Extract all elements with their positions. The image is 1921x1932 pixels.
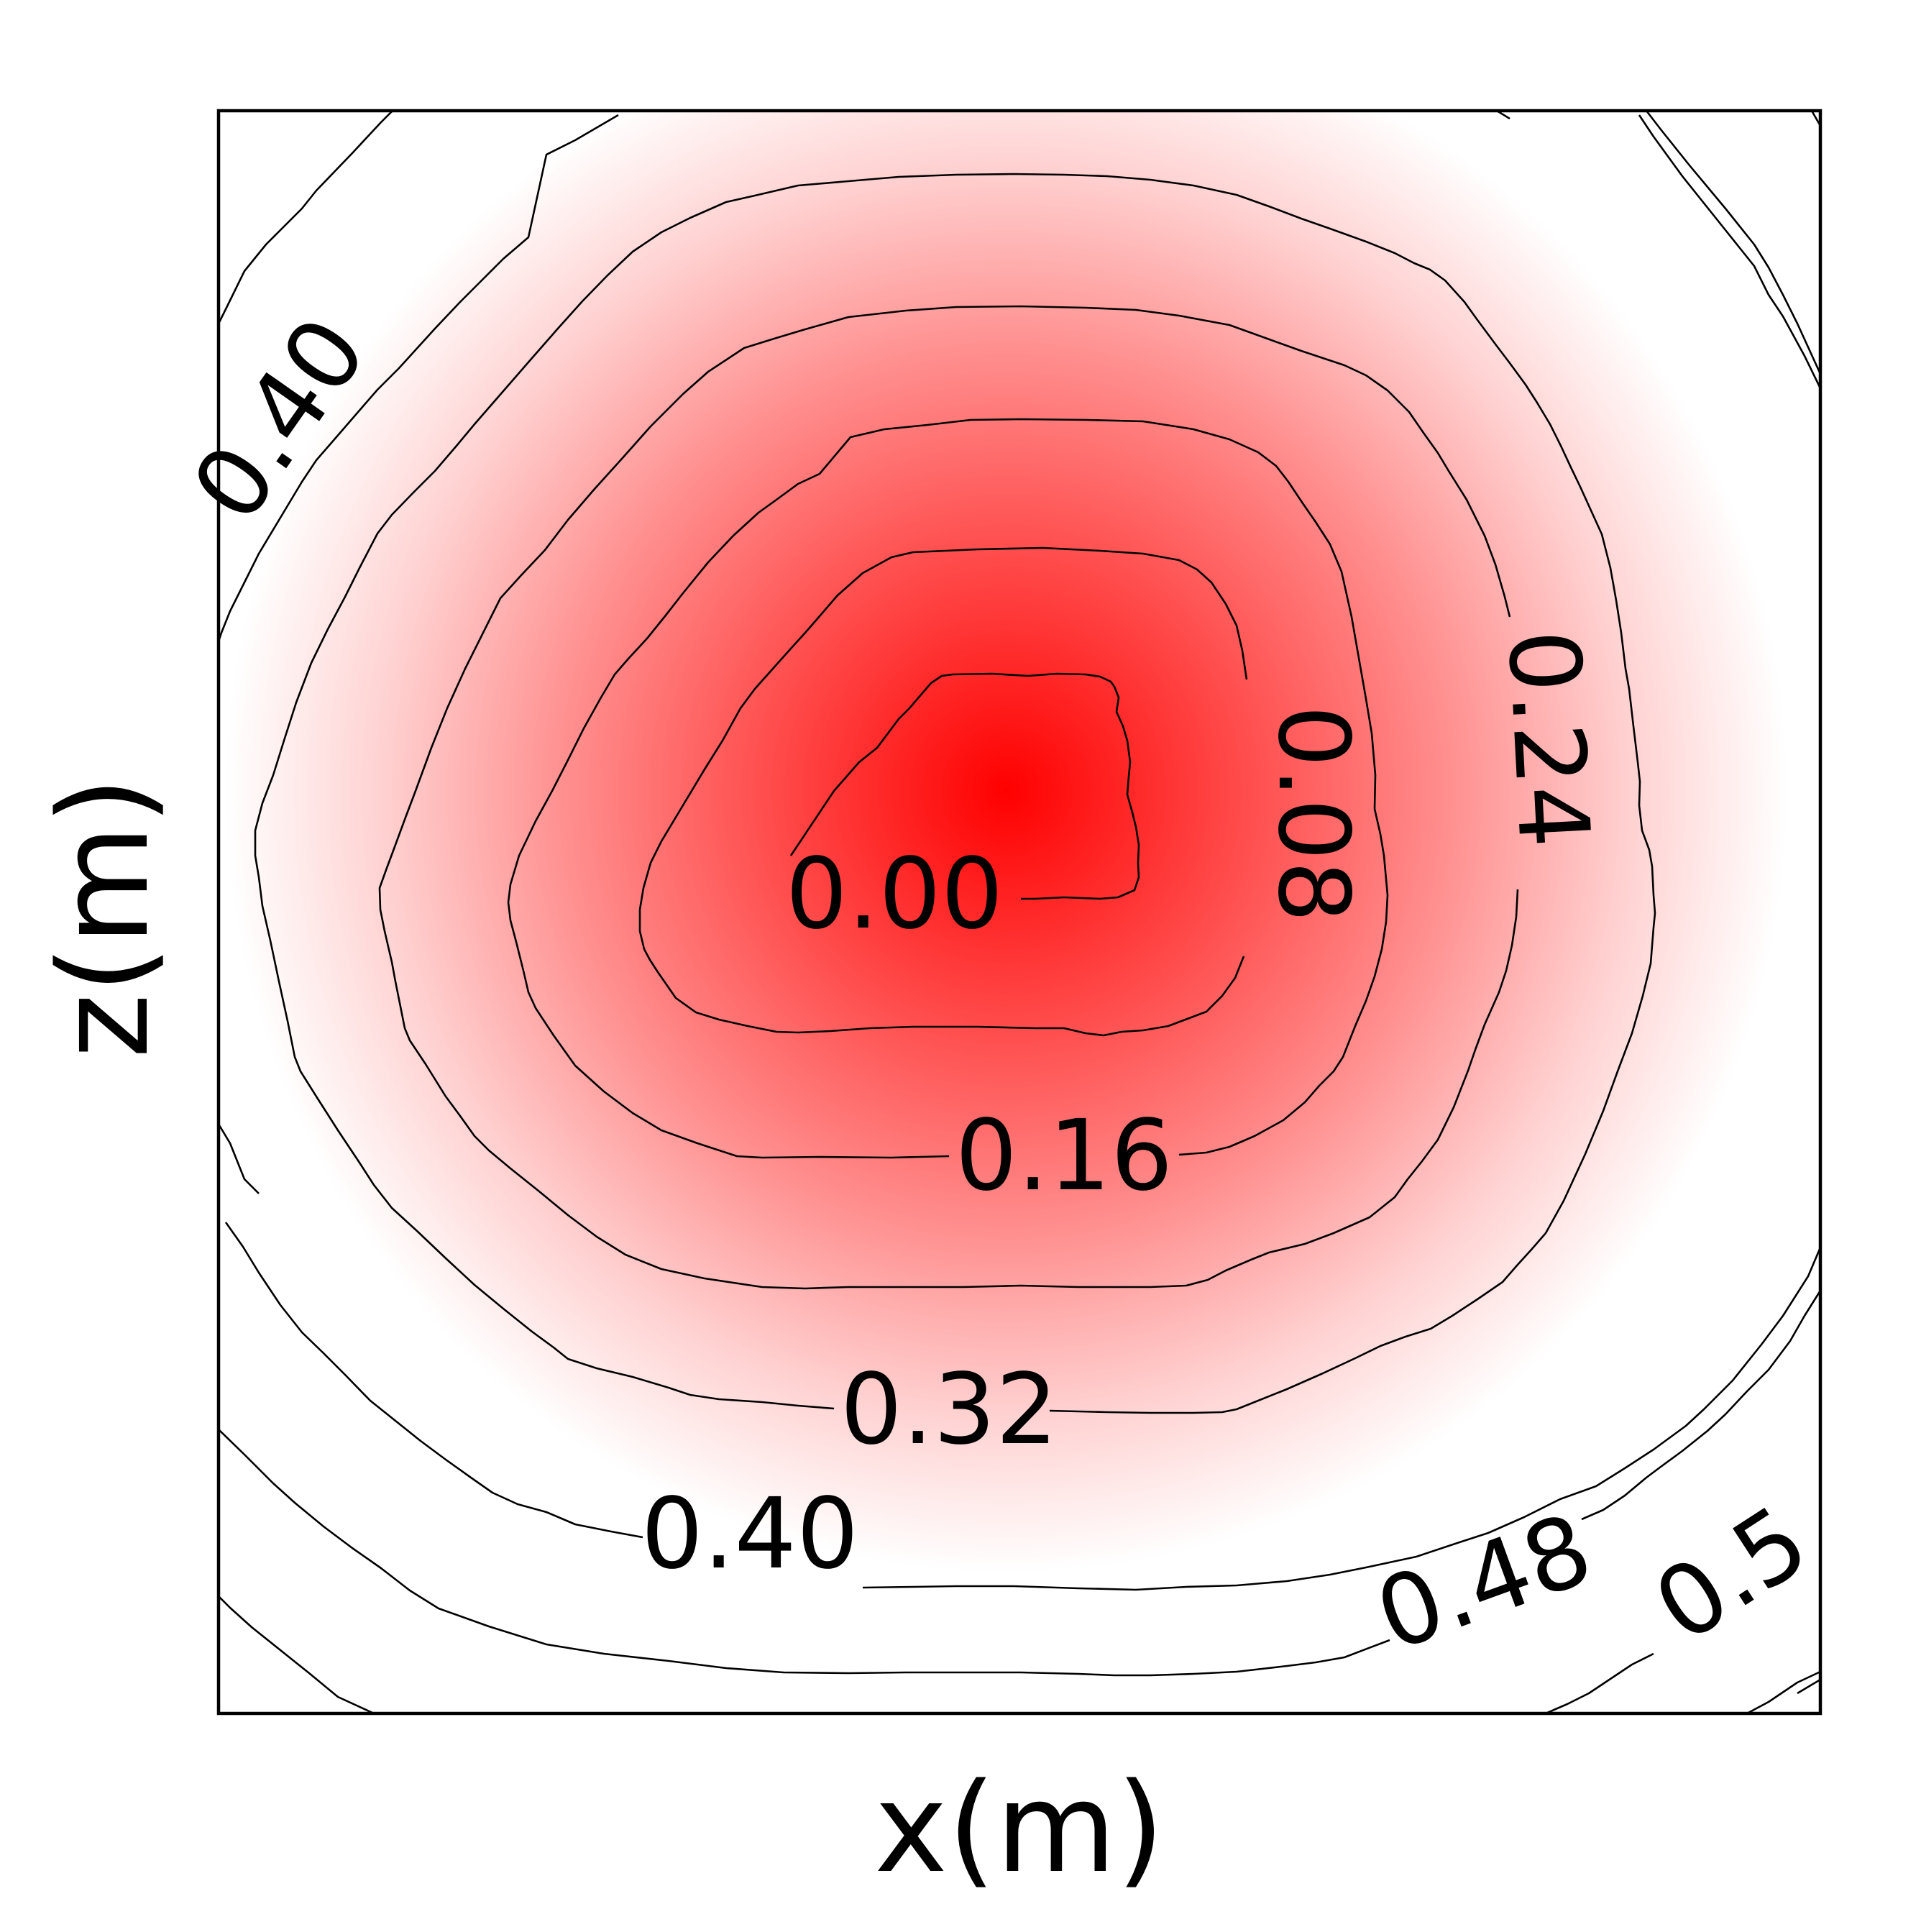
- contour-label-024: 0.24: [1485, 627, 1610, 851]
- contour-lines: [219, 111, 1820, 1713]
- x-axis-label: x(m): [874, 1756, 1165, 1900]
- contour-line-056: [219, 111, 1820, 1713]
- contour-labels: 0.00 0.08 0.16 0.24 0.32 0.40 0.40 0.48 …: [171, 298, 1880, 1674]
- contour-label-040a: 0.40: [641, 1478, 859, 1591]
- plot-frame: [216, 109, 1823, 1716]
- contour-label-008: 0.08: [1256, 705, 1370, 923]
- contour-line-008: [638, 546, 1248, 1037]
- contour-label-000: 0.00: [786, 838, 1004, 951]
- contour-line-040: [219, 111, 1820, 1591]
- contour-line-032: [254, 173, 1656, 1414]
- contour-line-024: [378, 305, 1519, 1290]
- plot-area: [219, 111, 1820, 1713]
- contour-label-016: 0.16: [955, 1099, 1173, 1213]
- colored-field: [219, 111, 1820, 1625]
- contour-line-048: [219, 111, 1820, 1713]
- contour-label-032: 0.32: [840, 1353, 1058, 1467]
- contour-line-016: [507, 418, 1389, 1159]
- y-axis-label: z(m): [32, 777, 176, 1058]
- contour-line-000: [789, 672, 1140, 900]
